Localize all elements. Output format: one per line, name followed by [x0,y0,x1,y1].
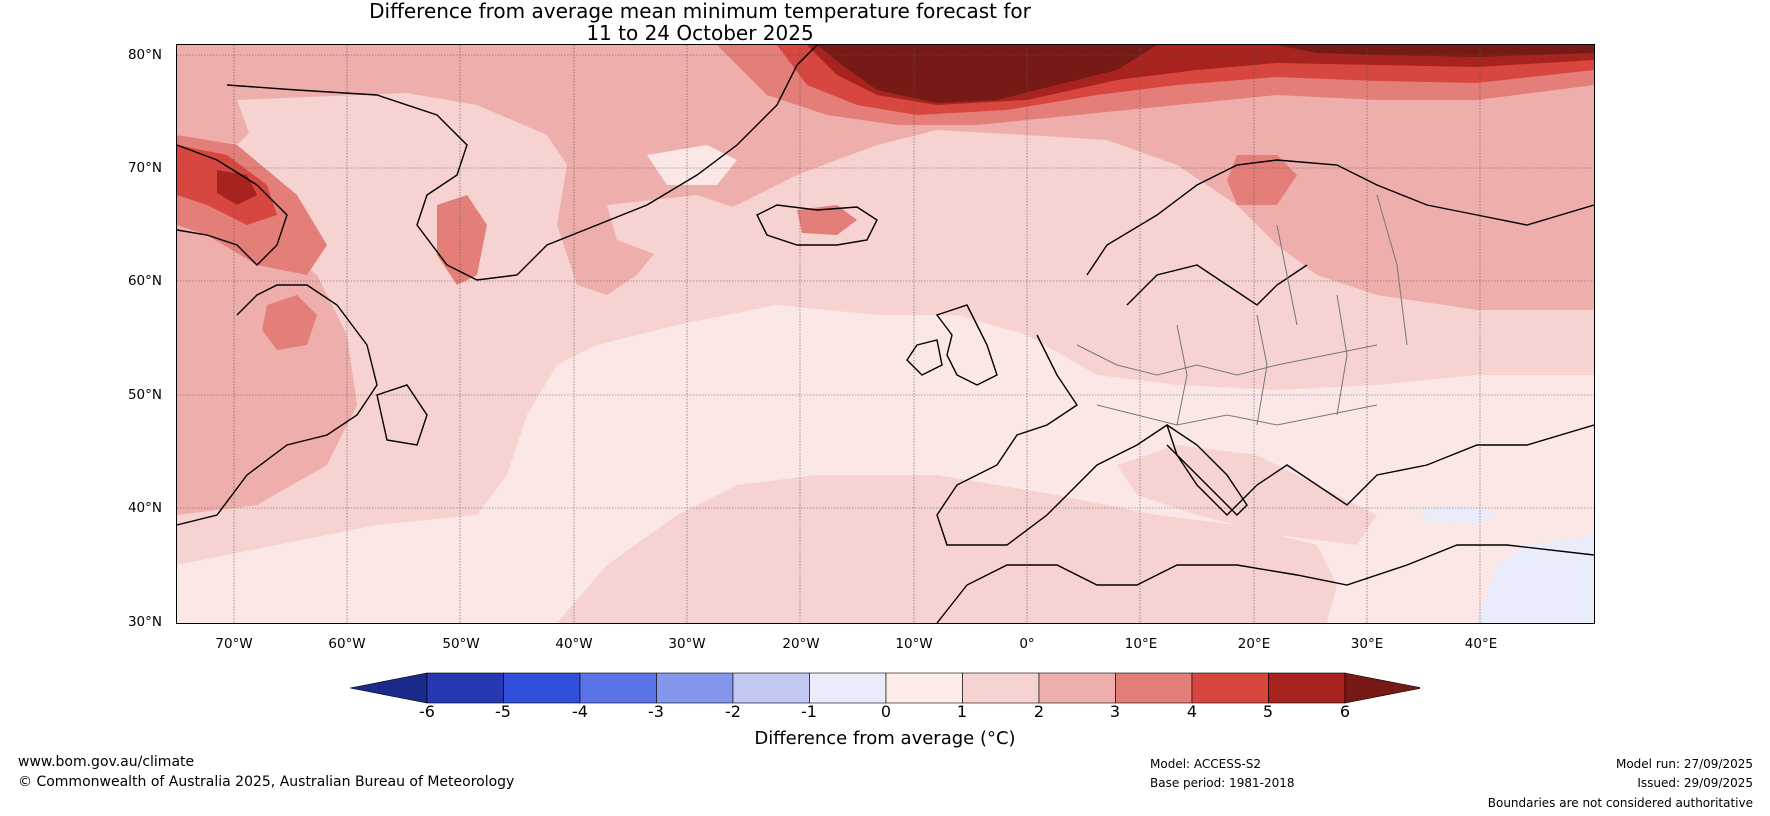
colorbar-tick-minus1: -1 [801,702,817,721]
footer-website: www.bom.gov.au/climate [18,754,195,770]
lon-label-30w: 30°W [668,636,706,652]
colorbar-tick-0: 0 [880,702,892,721]
lon-label-40e: 40°E [1464,636,1498,652]
colorbar-tick-minus3: -3 [648,702,664,721]
lon-label-20e: 20°E [1237,636,1271,652]
greenland-coast [226,45,818,281]
lon-label-40w: 40°W [555,636,593,652]
border-1 [1076,344,1378,376]
footer-issued: Issued: 29/09/2025 [1637,776,1753,790]
colorbar-swatch [809,672,887,704]
footer-copyright: © Commonwealth of Australia 2025, Austra… [18,774,515,790]
colorbar-swatch [885,672,963,704]
scandinavia-coast [1086,159,1594,276]
country-borders [1076,194,1408,426]
anomaly-band-3-4-greenland-east [437,195,487,285]
border-5 [1336,294,1348,416]
colorbar-tick-1: 1 [956,702,968,721]
map-canvas [177,45,1594,623]
anomaly-band-minus1-0-east [1477,535,1594,623]
colorbar-tick-minus2: -2 [725,702,741,721]
colorbar-swatch [1268,672,1346,704]
anomaly-band-minus1-0-caspian [1417,505,1497,523]
colorbar-swatch [426,672,504,704]
colorbar-tick-minus5: -5 [495,702,511,721]
lon-label-0: 0° [1019,636,1035,652]
lon-label-30e: 30°E [1350,636,1384,652]
colorbar-swatch [579,672,657,704]
lon-label-10e: 10°E [1124,636,1158,652]
labrador-coast [177,284,378,526]
europe-coast [936,334,1594,546]
baffin-coast [177,144,288,266]
iceland-coast [756,204,878,246]
lon-label-10w: 10°W [895,636,933,652]
colorbar-swatch [656,672,734,704]
anomaly-band-above-6-svalbard [1277,45,1594,57]
colorbar-extend-low [350,672,428,704]
border-7 [1376,194,1408,346]
anomaly-band-above-6-north [817,45,1157,103]
lon-label-20w: 20°W [782,636,820,652]
colorbar-tick-5: 5 [1262,702,1274,721]
colorbar-extend-high [1344,672,1420,704]
colorbar-swatch [732,672,810,704]
british-isles-coast [935,304,998,386]
colorbar-swatches [350,672,1420,704]
colorbar-swatch [1191,672,1269,704]
newfoundland-coast [376,384,428,446]
colorbar-swatch [1038,672,1116,704]
colorbar-tick-4: 4 [1186,702,1198,721]
africa-coast [936,544,1594,623]
colorbar-tick-3: 3 [1109,702,1121,721]
coastlines [177,45,1594,623]
lat-label-40n: 40°N [127,500,162,516]
lat-label-50n: 50°N [127,387,162,403]
lon-label-50w: 50°W [442,636,480,652]
colorbar-tick-2: 2 [1033,702,1045,721]
map-title-line-1: Difference from average mean minimum tem… [369,0,1031,23]
colorbar-tick-minus4: -4 [572,702,588,721]
border-4 [1256,314,1268,426]
border-3 [1176,324,1188,426]
lat-label-60n: 60°N [127,273,162,289]
anomaly-band-1-2-south [557,475,1337,623]
lat-label-80n: 80°N [127,47,162,63]
border-2 [1096,404,1378,426]
lat-label-70n: 70°N [127,160,162,176]
anomaly-band-3-4-iceland [797,205,857,235]
colorbar [350,672,1420,704]
colorbar-swatch [503,672,581,704]
italy-coast [1166,424,1248,516]
footer-base-period: Base period: 1981-2018 [1150,776,1295,790]
colorbar-tick-6: 6 [1339,702,1351,721]
graticule [177,45,1594,623]
colorbar-swatch [962,672,1040,704]
anomaly-band-0-1-pale-patch [647,145,737,185]
map-title-line-2: 11 to 24 October 2025 [586,21,814,45]
ireland-coast [906,339,943,376]
lon-label-70w: 70°W [215,636,253,652]
border-6 [1276,224,1298,326]
colorbar-tick-minus6: -6 [419,702,435,721]
colorbar-label: Difference from average (°C) [754,728,1016,749]
footer-model: Model: ACCESS-S2 [1150,757,1262,771]
baltic-coast [1126,264,1308,306]
footer-model-run: Model run: 27/09/2025 [1615,757,1753,771]
lat-label-30n: 30°N [127,614,162,630]
footer-boundaries-note: Boundaries are not considered authoritat… [1487,796,1753,810]
anomaly-band-3-4-scandinavia [1227,155,1297,205]
anomaly-band-1-2-iceland-gap [607,195,777,260]
lon-label-60w: 60°W [328,636,366,652]
colorbar-swatch [1115,672,1193,704]
temperature-anomaly-map [176,44,1595,624]
anomaly-band-3-4-labrador [262,295,317,350]
